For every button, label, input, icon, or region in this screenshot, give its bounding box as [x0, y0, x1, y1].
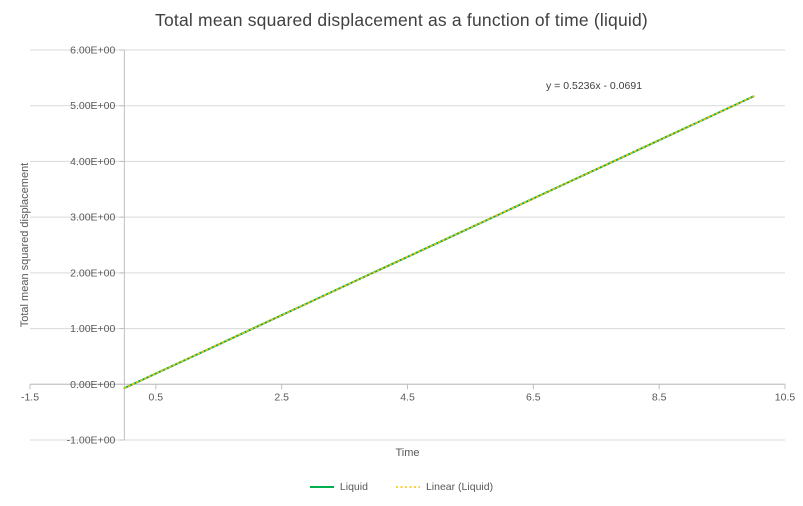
y-tick-label: 5.00E+00 — [70, 100, 115, 112]
y-tick-label: 2.00E+00 — [70, 267, 115, 279]
x-tick-label: 2.5 — [274, 391, 289, 403]
x-tick-label: 10.5 — [775, 391, 796, 403]
legend-line-sample-liquid — [309, 486, 334, 488]
y-tick-label: 4.00E+00 — [70, 156, 115, 168]
y-tick-label: -1.00E+00 — [67, 435, 116, 447]
x-axis-title: Time — [395, 447, 420, 459]
series-line-linear-liquid[interactable] — [123, 95, 755, 389]
legend-item-liquid[interactable]: Liquid — [309, 481, 368, 493]
x-tick-label: -1.5 — [21, 391, 39, 403]
trendline-equation-label: y = 0.5236x - 0.0691 — [546, 80, 643, 92]
y-axis-title: Total mean squared displacement — [19, 162, 31, 328]
y-tick-label: 1.00E+00 — [70, 323, 115, 335]
x-tick-label: 0.5 — [149, 391, 164, 403]
legend: Liquid Linear (Liquid) — [0, 481, 803, 493]
legend-item-linear-liquid[interactable]: Linear (Liquid) — [395, 481, 494, 493]
y-tick-label: 0.00E+00 — [70, 379, 115, 391]
legend-line-sample-linear-liquid — [395, 486, 420, 488]
chart-title: Total mean squared displacement as a fun… — [155, 10, 648, 30]
x-tick-label: 8.5 — [652, 391, 667, 403]
y-tick-label: 6.00E+00 — [70, 45, 115, 57]
legend-label-liquid: Liquid — [339, 481, 368, 493]
legend-label-linear-liquid: Linear (Liquid) — [425, 481, 494, 493]
x-tick-label: 4.5 — [400, 391, 415, 403]
y-tick-label: 3.00E+00 — [70, 212, 115, 224]
x-tick-label: 6.5 — [526, 391, 541, 403]
